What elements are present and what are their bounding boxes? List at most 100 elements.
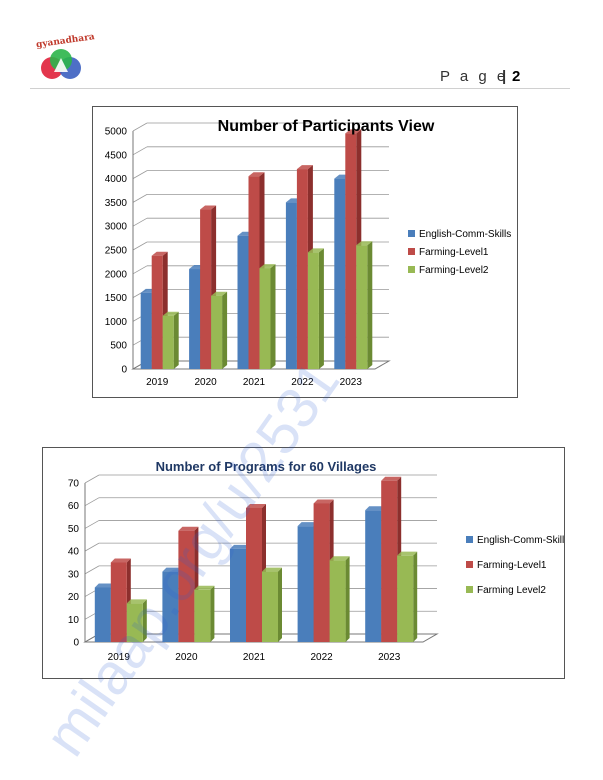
bar-side [142,599,147,642]
legend-label: Farming-Level2 [419,265,489,276]
y-tick-label: 5000 [105,127,128,138]
bar-side [173,311,179,369]
bar-top [262,567,282,572]
y-tick-label: 4000 [105,174,128,185]
gridline-diag [132,217,148,227]
gridline-diag [132,146,148,156]
bar-top [200,205,217,210]
legend-swatch [408,248,415,255]
logo-text: gyanadhara [36,32,96,50]
participants-chart: 0 500 1000 1500 2000 2500 3000 3500 4000 4500 5000… [105,118,512,388]
bar [397,555,414,642]
y-tick-label: 3000 [105,222,128,233]
bar-top [381,476,402,481]
gridline-diag [84,520,100,529]
programs-chart-frame: 0 10 20 30 40 50 60 70 2019 2020 2021 2022 2023 Numbe… [42,447,569,679]
bar [189,269,201,369]
chart-title: Number of Participants View [218,118,435,135]
bar-top [211,291,228,296]
bar-top [345,129,362,134]
bar-top [248,172,265,177]
bar-top [162,567,183,572]
bar-top [110,558,131,563]
legend-swatch [466,536,473,543]
y-tick-label: 2000 [105,269,128,280]
bar-top [94,583,115,588]
x-tick-label: 2020 [194,377,217,388]
gridline-diag [132,265,148,275]
bar-top [313,499,334,504]
bar-top [194,585,215,590]
bar-top [296,165,313,170]
bar [211,295,223,369]
gridline-diag [84,542,100,552]
bar [230,548,246,642]
bar-side [345,556,350,642]
bar [151,255,163,369]
bar [329,560,346,642]
gridline-diag [84,497,100,507]
bar [246,507,262,642]
x-tick-label: 2023 [340,377,363,388]
bar [178,530,195,642]
gridline-diag [84,565,100,575]
x-tick-label: 2019 [108,652,131,663]
bar-side [270,264,276,369]
bar-top [151,251,168,256]
bar-top [162,311,179,316]
bar-top [397,551,418,556]
gridline-diag [132,241,148,251]
y-tick-label: 40 [68,547,80,558]
bar-top [259,264,276,269]
bar-side [222,291,228,369]
bar-top [329,556,350,561]
bar-top [126,599,147,604]
y-tick-label: 60 [68,501,80,512]
bar-side [318,248,324,369]
page-number: 2 [512,68,521,85]
bar [162,571,179,642]
bar-top [178,526,199,531]
bar [313,503,330,642]
y-tick-label: 1000 [105,317,128,328]
y-tick-label: 1500 [105,293,128,304]
bar [356,245,368,369]
bar [237,235,249,369]
bar [334,178,346,369]
y-tick-label: 70 [68,479,80,490]
y-tick-label: 10 [68,615,80,626]
bar [345,133,357,369]
bar [262,571,278,642]
page-label: P a g e [440,68,509,85]
legend-swatch [466,561,473,568]
x-tick-label: 2023 [378,652,401,663]
legend-label: Farming-Level1 [419,247,489,258]
bar [126,603,143,642]
bar [94,587,111,642]
y-tick-label: 500 [110,341,127,352]
bar-top [297,522,318,527]
bar-top [230,544,250,549]
x-tick-label: 2019 [146,377,169,388]
y-tick-label: 50 [68,524,80,535]
bar [248,176,260,369]
bar [200,209,212,369]
y-tick-label: 0 [73,638,79,649]
gridline-diag [84,474,100,484]
legend-label: Farming Level2 [477,585,546,596]
bar [194,589,211,642]
page-separator: | [502,68,507,85]
x-tick-label: 2020 [175,652,198,663]
x-tick-label: 2021 [243,377,266,388]
y-tick-label: 30 [68,569,80,580]
legend-label: English-Comm-Skills [419,229,511,240]
legend-swatch [408,230,415,237]
y-tick-label: 0 [121,365,127,376]
x-tick-label: 2022 [291,377,314,388]
bar-side [413,551,418,642]
bar-top [356,241,373,246]
participants-chart-frame: 0 500 1000 1500 2000 2500 3000 3500 4000 4500 5000… [92,106,518,398]
bar-side [367,241,373,369]
y-tick-label: 2500 [105,246,128,257]
